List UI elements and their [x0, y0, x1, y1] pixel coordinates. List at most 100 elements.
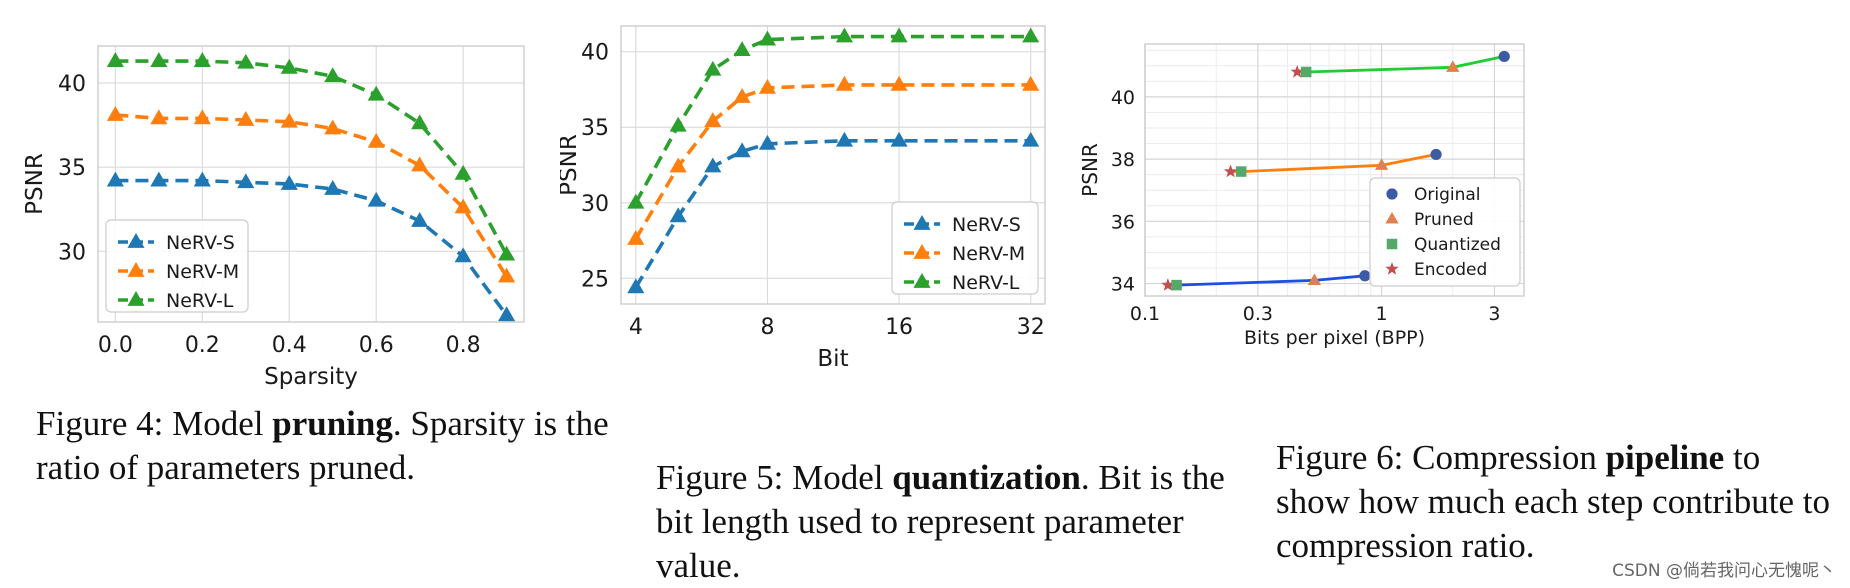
x-axis-label: Sparsity — [264, 364, 358, 390]
plot-frame — [620, 25, 1046, 305]
figure-4-pruning-chart: 0.0 0.2 0.4 0.6 0.8 30 35 40 Sparsity PSNR NeRV-S N… — [22, 45, 525, 390]
data-point-nerv-m — [733, 88, 751, 103]
legend-swatch-marker — [127, 291, 145, 306]
legend-label: NeRV-M — [952, 243, 1025, 265]
data-point-nerv-s — [627, 278, 645, 294]
y-axis-label: PSNR — [22, 153, 48, 215]
data-point-nerv-s — [237, 173, 255, 189]
legend-swatch-marker — [127, 262, 145, 277]
y-tick-label: 30 — [581, 192, 609, 217]
data-point-nerv-s — [1022, 131, 1040, 147]
data-point-nerv-s — [280, 175, 298, 190]
x-tick-label: 3 — [1488, 303, 1500, 325]
data-point-nerv-l — [498, 245, 516, 261]
legend-swatch-marker — [1385, 212, 1399, 224]
data-point-nerv-s — [758, 134, 776, 150]
x-tick-label: 32 — [1017, 315, 1045, 340]
data-point-nerv-s — [193, 171, 211, 187]
data-point-pruned — [1307, 273, 1322, 285]
data-point-nerv-l — [454, 164, 472, 180]
data-point-nerv-m — [1022, 75, 1040, 91]
data-point-nerv-m — [704, 112, 722, 128]
data-point-nerv-s — [367, 191, 385, 207]
data-point-nerv-s — [411, 212, 429, 227]
data-point-nerv-l — [324, 67, 342, 83]
caption-lead: Figure 6: Compression — [1276, 438, 1606, 477]
caption-lead: Figure 4: Model — [36, 404, 273, 443]
data-point-nerv-m — [758, 78, 776, 94]
series-line-nerv-m — [115, 113, 509, 278]
legend-label: Quantized — [1414, 235, 1501, 255]
legend-swatch-marker — [913, 244, 931, 259]
y-tick-label: 36 — [1111, 211, 1135, 233]
data-point-nerv-l — [106, 52, 124, 67]
data-point-nerv-s — [106, 171, 124, 187]
data-point-nerv-l — [367, 85, 385, 101]
data-point-nerv-l — [1022, 27, 1040, 43]
legend-label: NeRV-S — [166, 232, 235, 254]
legend-swatch-marker — [127, 233, 145, 248]
figure-4-caption: Figure 4: Model pruning. Sparsity is the… — [36, 402, 636, 490]
x-tick-label: 0.0 — [98, 333, 133, 358]
data-point-nerv-s — [454, 247, 472, 263]
data-point-nerv-m — [367, 132, 385, 148]
data-point-pruned — [1374, 158, 1389, 170]
data-point-nerv-m — [411, 156, 429, 172]
data-point-nerv-s — [890, 131, 908, 147]
data-point-nerv-l — [835, 27, 853, 43]
data-point-nerv-m — [280, 112, 298, 128]
series-line-nerv-l — [115, 59, 509, 256]
figure-6-pipeline-chart: 0.1 0.3 1 3 34 36 38 40 Bits per pixel (BPP) PSNR… — [1080, 43, 1525, 349]
figure-5-quantization-chart: 4 8 16 32 25 30 35 40 Bit PSNR NeRV-S NeRV-M NeRV-L — [560, 25, 1046, 372]
data-point-nerv-m — [454, 198, 472, 214]
legend-swatch-marker — [1386, 238, 1398, 250]
data-point-nerv-l — [704, 60, 722, 76]
figure-6-caption: Figure 6: Compression pipeline to show h… — [1276, 436, 1836, 568]
data-point-nerv-m — [150, 109, 168, 125]
x-tick-label: 0.8 — [446, 333, 481, 358]
data-point-nerv-l — [669, 116, 687, 132]
data-point-quantized — [1300, 66, 1312, 78]
data-point-nerv-l — [280, 58, 298, 74]
x-axis-label: Bits per pixel (BPP) — [1244, 327, 1425, 349]
series-line-nerv-s — [115, 178, 509, 317]
legend-label: NeRV-S — [952, 214, 1021, 236]
data-point-nerv-l — [411, 114, 429, 130]
data-point-quantized — [1171, 279, 1182, 291]
y-tick-label: 35 — [581, 116, 609, 141]
legend-swatch-marker — [913, 215, 931, 230]
data-point-nerv-m — [627, 230, 645, 245]
data-point-encoded — [1290, 65, 1304, 78]
data-point-nerv-s — [498, 306, 516, 322]
data-point-original — [1359, 270, 1371, 282]
data-point-original — [1430, 148, 1442, 161]
data-point-nerv-l — [627, 193, 645, 209]
data-point-nerv-m — [835, 75, 853, 91]
data-point-nerv-l — [758, 30, 776, 46]
data-point-nerv-s — [733, 142, 751, 158]
y-tick-label: 35 — [58, 156, 86, 181]
x-tick-label: 4 — [629, 315, 643, 340]
plot-frame — [1144, 43, 1525, 297]
legend-swatch-marker — [1386, 188, 1398, 200]
data-point-nerv-s — [669, 207, 687, 223]
caption-rest: . Bit is the bit length used to represen… — [656, 458, 1225, 585]
data-point-nerv-m — [106, 106, 124, 121]
plot-frame — [97, 45, 525, 323]
data-point-nerv-s — [324, 180, 342, 195]
y-tick-label: 40 — [581, 41, 609, 66]
x-tick-label: 16 — [885, 315, 913, 340]
x-tick-label: 0.4 — [272, 333, 307, 358]
x-axis-label: Bit — [817, 346, 848, 372]
data-point-nerv-m — [324, 119, 342, 135]
series-line-nerv-m — [634, 83, 1031, 240]
data-point-pruned — [1446, 60, 1460, 72]
data-point-encoded — [1223, 164, 1238, 178]
legend-box — [1369, 177, 1521, 287]
y-axis-label: PSNR — [560, 134, 582, 196]
x-tick-label: 1 — [1376, 303, 1388, 325]
legend-label: NeRV-L — [952, 272, 1020, 294]
y-tick-label: 40 — [1111, 87, 1135, 109]
data-point-nerv-m — [669, 157, 687, 173]
legend-label: NeRV-L — [166, 290, 234, 312]
